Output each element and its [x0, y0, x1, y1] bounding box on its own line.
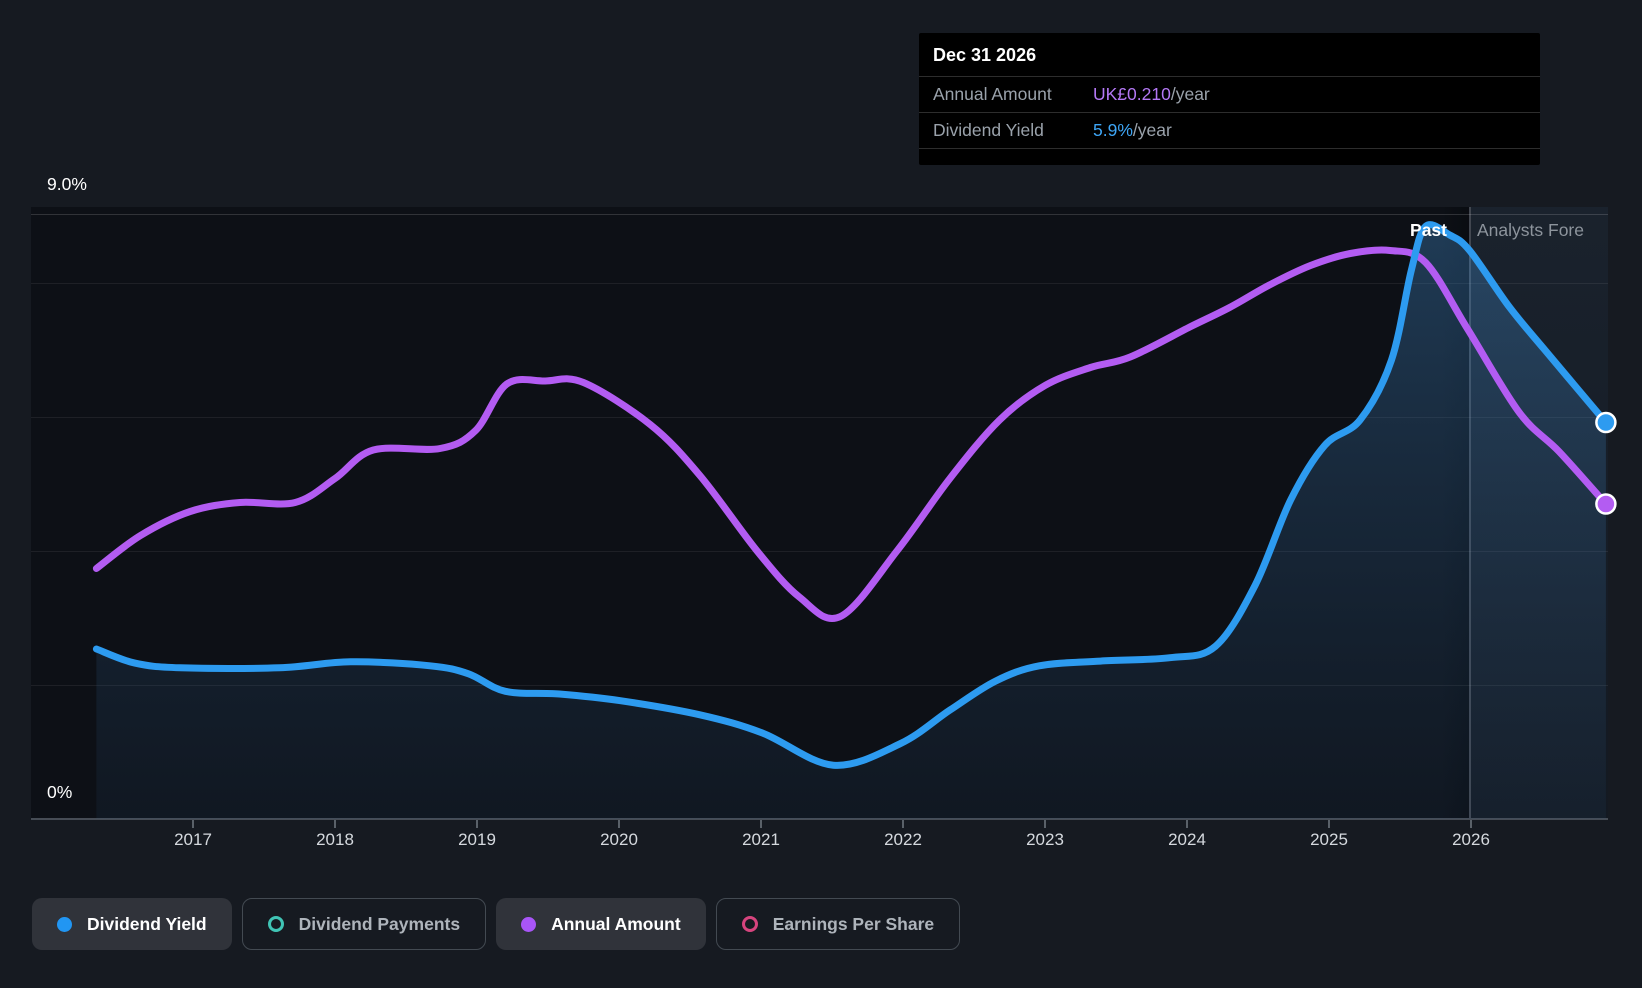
y-axis-max-label: 9.0%: [47, 174, 87, 194]
past-region-label: Past: [1410, 220, 1447, 240]
x-axis-tick-2023: [1044, 820, 1046, 828]
x-axis-tick-2022: [902, 820, 904, 828]
x-axis-label-2022: 2022: [884, 830, 922, 849]
x-axis-label-2021: 2021: [742, 830, 780, 849]
dividend-yield-marker-icon: [57, 916, 72, 932]
legend-item-label: Dividend Payments: [298, 913, 461, 934]
x-axis-label-2025: 2025: [1310, 830, 1348, 849]
legend-item-dividend-payments[interactable]: Dividend Payments: [241, 898, 487, 950]
earnings-per-share-marker-icon: [741, 916, 758, 932]
tooltip-value: UK£0.210: [1093, 84, 1171, 104]
tooltip-label: Annual Amount: [933, 84, 1052, 104]
gridline-4pct: [31, 551, 1608, 552]
x-axis-label-2018: 2018: [316, 830, 354, 849]
x-axis-tick-2025: [1328, 820, 1330, 828]
tooltip-row-dividend-yield: Dividend Yield 5.9%/year: [919, 112, 1540, 149]
tooltip-label: Dividend Yield: [933, 120, 1044, 140]
legend-item-label: Earnings Per Share: [772, 913, 935, 934]
annual-amount-marker-icon: [521, 916, 537, 932]
gridline-8pct: [31, 283, 1608, 284]
legend-bar: Dividend Yield Dividend Payments Annual Am…: [32, 898, 961, 950]
gridline-2pct: [31, 685, 1608, 686]
gridline-6pct: [31, 417, 1608, 418]
x-axis-line: [31, 818, 1608, 820]
past-forecast-divider: [1469, 207, 1471, 819]
tooltip-suffix: /year: [1170, 84, 1210, 104]
forecast-region-shading: [1471, 207, 1608, 819]
x-axis-tick-2017: [192, 820, 194, 828]
legend-item-dividend-yield[interactable]: Dividend Yield: [32, 898, 232, 950]
x-axis-tick-2024: [1186, 820, 1188, 828]
legend-item-label: Dividend Yield: [87, 913, 207, 934]
x-axis-tick-2026: [1470, 820, 1472, 828]
x-axis-label-2017: 2017: [174, 830, 212, 849]
x-axis-tick-2021: [760, 820, 762, 828]
x-axis-tick-2020: [618, 820, 620, 828]
past-forecast-shadow: [1441, 207, 1469, 819]
tooltip-value: 5.9%: [1093, 120, 1133, 140]
tooltip-bottom-padding: [919, 149, 1540, 165]
dividend-payments-marker-icon: [267, 916, 284, 932]
x-axis-label-2026: 2026: [1452, 830, 1490, 849]
tooltip-row-annual-amount: Annual Amount UK£0.210/year: [919, 76, 1540, 112]
x-axis-tick-2018: [334, 820, 336, 828]
x-axis-label-2024: 2024: [1168, 830, 1206, 849]
legend-item-earnings-per-share[interactable]: Earnings Per Share: [715, 898, 961, 950]
x-axis-label-2019: 2019: [458, 830, 496, 849]
tooltip-suffix: /year: [1132, 120, 1172, 140]
gridline-9pct: [31, 214, 1608, 215]
legend-item-annual-amount[interactable]: Annual Amount: [496, 898, 706, 950]
forecast-region-label: Analysts Fore: [1477, 220, 1584, 240]
x-axis-tick-2019: [476, 820, 478, 828]
chart-plot-area[interactable]: [31, 207, 1608, 819]
tooltip-date: Dec 31 2026: [933, 45, 1037, 65]
x-axis-label-2020: 2020: [600, 830, 638, 849]
legend-item-label: Annual Amount: [551, 913, 681, 934]
y-axis-zero-label: 0%: [47, 782, 73, 802]
x-axis-label-2023: 2023: [1026, 830, 1064, 849]
chart-tooltip: Dec 31 2026 Annual Amount UK£0.210/year …: [919, 33, 1540, 165]
